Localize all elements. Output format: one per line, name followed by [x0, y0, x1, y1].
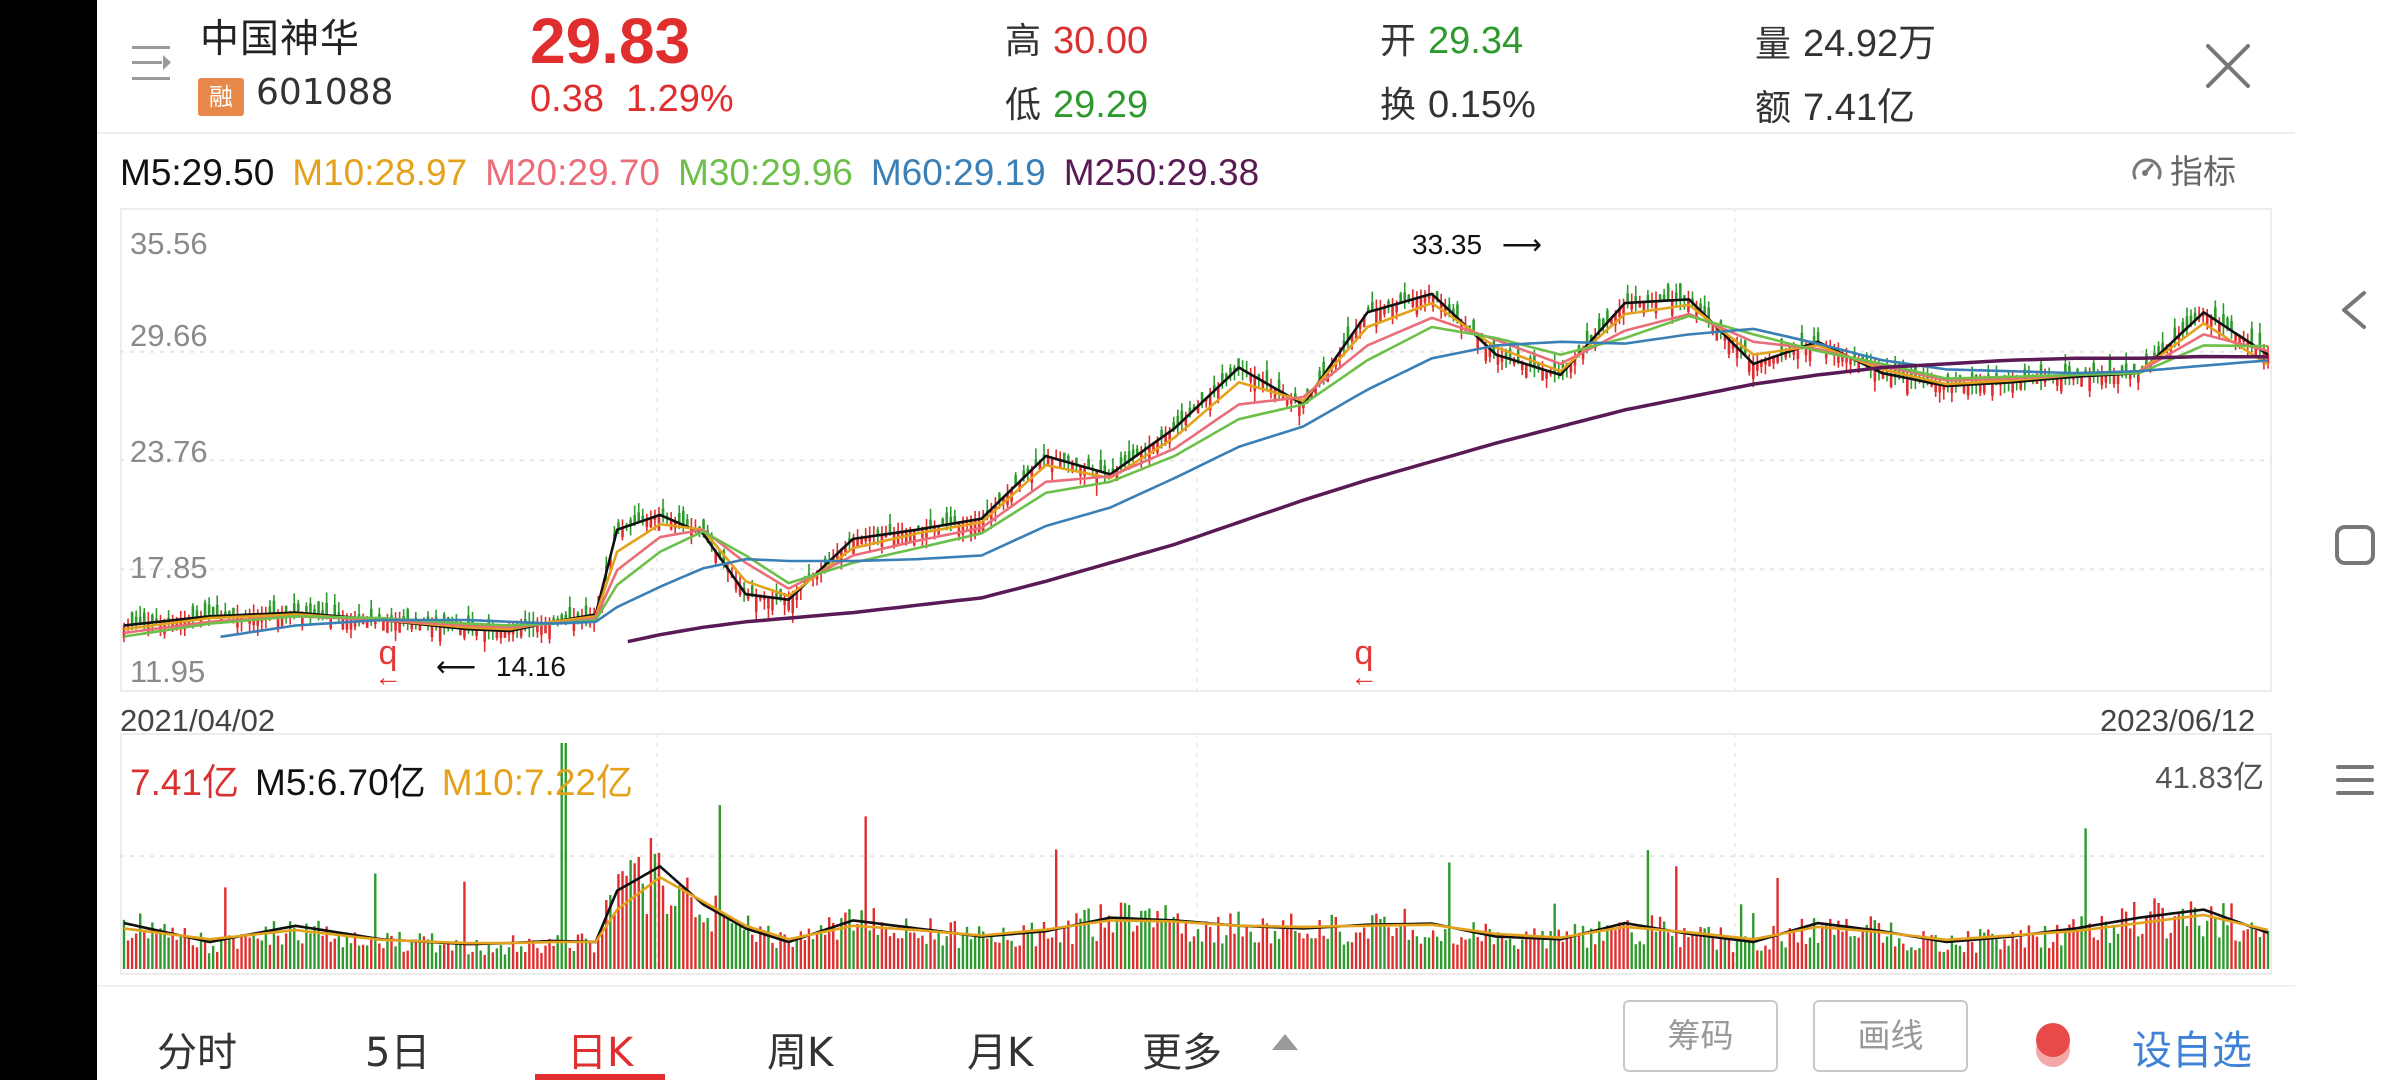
quote-high-label: 高 — [1005, 21, 1042, 62]
quote-low-value: 29.29 — [1053, 84, 1149, 126]
indicator-button[interactable]: 指标 — [2130, 145, 2236, 193]
left-black-strip — [0, 0, 97, 1080]
volume-current: 7.41亿 — [130, 762, 240, 803]
quote-volume-value: 24.92万 — [1803, 23, 1937, 65]
quote-high: 高 30.00 — [1005, 12, 1148, 64]
active-tab-indicator — [535, 1074, 665, 1080]
volume-legend: 7.41亿 M5:6.70亿 M10:7.22亿 — [130, 752, 649, 806]
volume-m5: M5:6.70亿 — [255, 762, 426, 803]
event-marker-label: q — [1354, 634, 1374, 672]
ma10-label: M10:28.97 — [292, 152, 468, 193]
tab-intraday[interactable]: 分时 — [157, 1030, 237, 1076]
tab-weekly-k[interactable]: 周K — [767, 1030, 834, 1076]
high-price-marker: 33.35 ⟶ — [1412, 228, 1542, 261]
quote-high-value: 30.00 — [1053, 20, 1149, 62]
end-date: 2023/06/12 — [2100, 703, 2256, 738]
recents-nav-icon[interactable] — [2330, 755, 2380, 805]
quote-turnover-label: 换 — [1380, 85, 1417, 126]
kline-plot — [120, 208, 2272, 692]
ma5-label: M5:29.50 — [120, 152, 275, 193]
quote-open: 开 29.34 — [1380, 12, 1523, 64]
right-arrow-icon: ⟶ — [1501, 229, 1542, 260]
quote-turnover-value: 0.15% — [1428, 84, 1536, 126]
y-axis-label-bottom: 11.95 — [130, 654, 206, 689]
home-nav-icon[interactable] — [2330, 520, 2380, 570]
menu-arrow-icon[interactable] — [130, 40, 176, 86]
quote-volume-label: 量 — [1755, 24, 1792, 65]
caret-up-icon[interactable] — [1272, 1034, 1298, 1050]
left-arrow-icon: ⟵ — [436, 651, 477, 682]
quote-open-value: 29.34 — [1428, 20, 1524, 62]
left-arrow-icon: ← — [374, 661, 402, 692]
change-percent: 1.29% — [625, 78, 734, 120]
low-price-marker: ⟵ 14.16 — [436, 650, 566, 683]
y-axis-label: 17.85 — [130, 550, 208, 585]
record-dot-icon[interactable] — [2034, 1022, 2072, 1068]
ma-legend: M5:29.50 M10:28.97 M20:29.70 M30:29.96 M60:2… — [120, 152, 1277, 194]
y-axis-label: 23.76 — [130, 434, 208, 469]
ma250-label: M250:29.38 — [1063, 152, 1260, 193]
back-nav-icon[interactable] — [2330, 285, 2380, 335]
y-axis-label-top: 35.56 — [130, 226, 208, 261]
event-marker-label: q — [378, 634, 398, 672]
current-price: 29.83 — [530, 5, 691, 77]
price-change: 0.38 1.29% — [530, 78, 756, 121]
quote-open-label: 开 — [1380, 21, 1417, 62]
left-arrow-icon: ← — [1350, 661, 1378, 692]
ma60-label: M60:29.19 — [870, 152, 1046, 193]
margin-trading-badge: 融 — [198, 78, 244, 116]
quote-low: 低 29.29 — [1005, 76, 1148, 128]
event-marker[interactable]: q ← — [368, 636, 408, 692]
indicator-label: 指标 — [2170, 152, 2236, 191]
volume-max: 41.83亿 — [2155, 760, 2264, 795]
start-date: 2021/04/02 — [120, 703, 276, 738]
volume-plot — [120, 733, 2272, 975]
volume-m10: M10:7.22亿 — [441, 762, 633, 803]
quote-low-label: 低 — [1005, 85, 1042, 126]
gauge-icon — [2132, 158, 2162, 180]
tabbar-divider — [97, 985, 2295, 987]
event-marker[interactable]: q ← — [1344, 636, 1384, 692]
close-icon[interactable] — [2200, 38, 2256, 94]
ma20-label: M20:29.70 — [485, 152, 660, 193]
stock-code: 601088 — [256, 72, 394, 113]
tab-monthly-k[interactable]: 月K — [967, 1030, 1034, 1076]
header-divider — [97, 132, 2295, 134]
quote-turnover: 换 0.15% — [1380, 76, 1536, 128]
quote-volume: 量 24.92万 — [1755, 12, 1936, 67]
tab-daily-k[interactable]: 日K — [567, 1030, 634, 1076]
quote-amount-label: 额 — [1755, 88, 1792, 129]
quote-amount: 额 7.41亿 — [1755, 76, 1915, 131]
system-nav-bar — [2300, 0, 2400, 1080]
change-amount: 0.38 — [530, 78, 604, 120]
add-favorite-button[interactable]: 设自选 — [2132, 1028, 2252, 1074]
chips-button[interactable]: 筹码 — [1623, 1000, 1778, 1072]
quote-amount-value: 7.41亿 — [1803, 87, 1915, 129]
tab-more[interactable]: 更多 — [1142, 1030, 1222, 1076]
ma30-label: M30:29.96 — [678, 152, 853, 193]
high-price-value: 33.35 — [1412, 229, 1483, 260]
draw-line-button[interactable]: 画线 — [1813, 1000, 1968, 1072]
stock-name: 中国神华 — [200, 17, 361, 62]
y-axis-label: 29.66 — [130, 318, 208, 353]
low-price-value: 14.16 — [495, 651, 566, 682]
tab-5day[interactable]: 5日 — [365, 1030, 431, 1076]
